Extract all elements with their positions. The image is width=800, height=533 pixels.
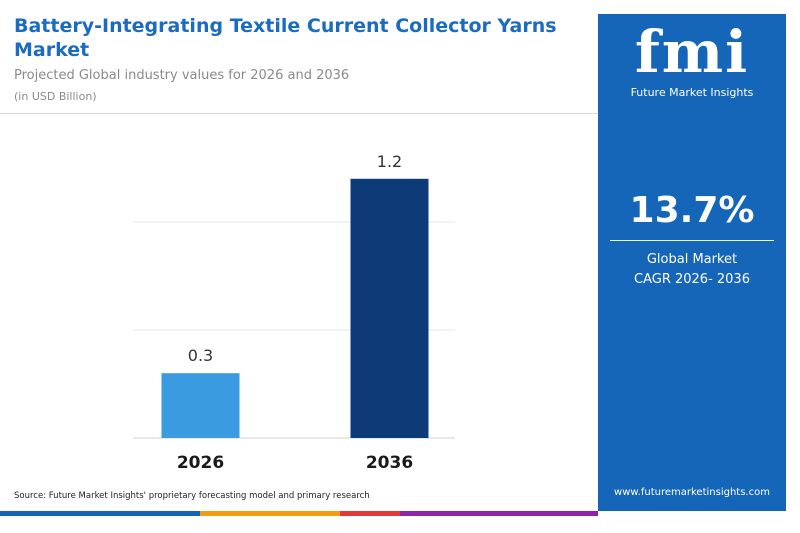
logo-subtitle: Future Market Insights <box>630 86 754 99</box>
chart-panel: Battery-Integrating Textile Current Coll… <box>0 15 598 516</box>
source-note: Source: Future Market Insights' propriet… <box>14 491 370 501</box>
color-strip <box>0 511 598 516</box>
cagr-label-line1: Global Market <box>646 252 738 267</box>
cagr-divider <box>610 240 774 241</box>
color-strip-segment <box>200 511 340 516</box>
fmi-logo: fmi <box>634 18 750 86</box>
x-tick-label-2026: 2026 <box>177 453 224 473</box>
data-label-2036: 1.2 <box>377 152 402 171</box>
chart-title: Battery-Integrating Textile Current Coll… <box>14 15 557 61</box>
color-strip-segment <box>400 511 598 516</box>
bar-2026 <box>161 373 240 438</box>
cagr-value: 13.7% <box>629 190 755 231</box>
bar-chart: 0.3 2026 1.2 2036 <box>133 152 455 473</box>
bar-2036 <box>350 178 429 439</box>
color-strip-segment <box>340 511 400 516</box>
cagr-label-line2: CAGR 2026- 2036 <box>634 272 750 287</box>
chart-subtitle: Projected Global industry values for 202… <box>14 68 350 83</box>
x-tick-label-2036: 2036 <box>366 453 413 473</box>
color-strip-segment <box>0 511 200 516</box>
chart-unit: (in USD Billion) <box>14 90 97 103</box>
header-divider <box>0 113 598 114</box>
website-link[interactable]: www.futuremarketinsights.com <box>614 487 770 498</box>
cagr-sidebar: fmi Future Market Insights 13.7% Global … <box>598 14 786 511</box>
data-label-2026: 0.3 <box>188 346 213 365</box>
